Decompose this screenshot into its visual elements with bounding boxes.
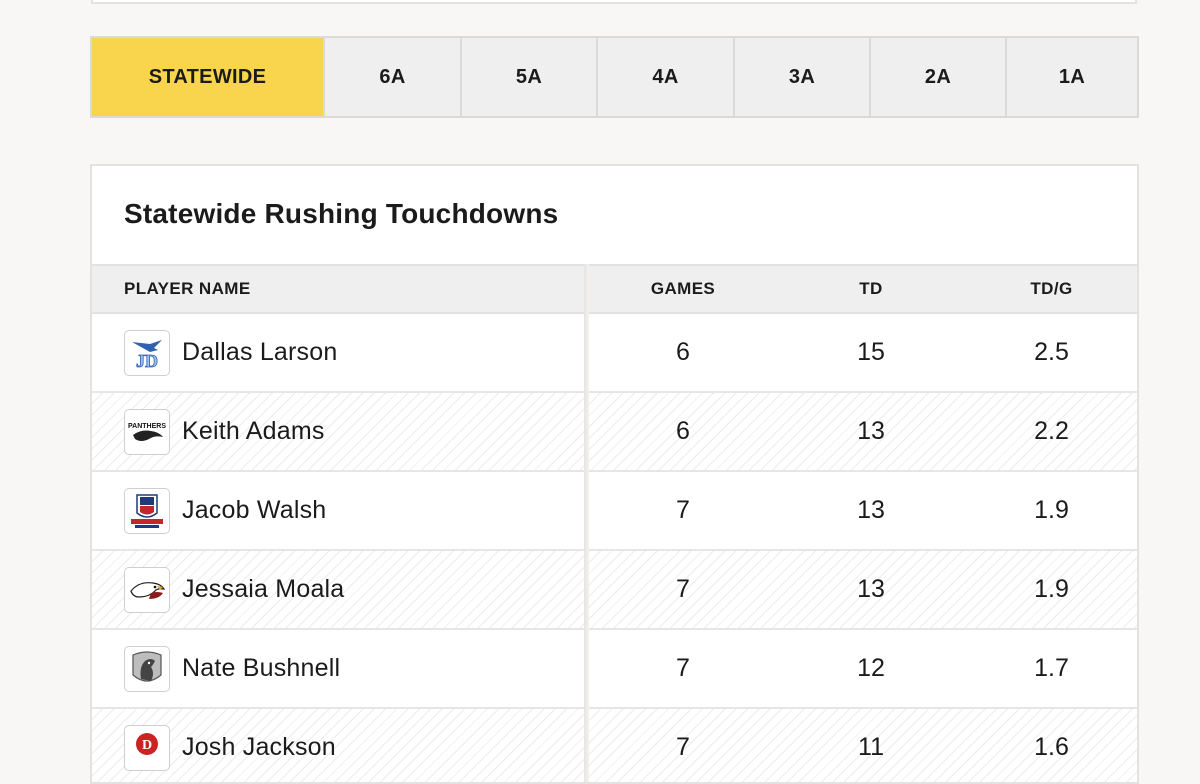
td-per-game-value: 1.7 — [1034, 654, 1069, 682]
table-row: Jacob Walsh 7 13 1.9 — [92, 472, 1137, 551]
games-value: 7 — [676, 575, 690, 603]
table-row: Jessaia Moala 7 13 1.9 — [92, 551, 1137, 630]
frozen-column-divider — [584, 264, 589, 782]
table-body: JD Dallas Larson 6 15 2.5 PANTHERS Keith… — [92, 314, 1137, 782]
td-value: 13 — [857, 417, 885, 445]
stats-table-card: Statewide Rushing Touchdowns PLAYER NAME… — [90, 164, 1139, 784]
player-name[interactable]: Josh Jackson — [182, 733, 336, 761]
tab-3a[interactable]: 3A — [735, 38, 871, 116]
games-value: 6 — [676, 338, 690, 366]
td-per-game-value: 2.2 — [1034, 417, 1069, 445]
column-header-games[interactable]: GAMES — [650, 279, 716, 298]
games-value: 7 — [676, 654, 690, 682]
table-row: JD Dallas Larson 6 15 2.5 — [92, 314, 1137, 393]
table-row: Nate Bushnell 7 12 1.7 — [92, 630, 1137, 709]
panthers-logo-icon: PANTHERS — [124, 409, 170, 455]
tab-4a[interactable]: 4A — [598, 38, 735, 116]
column-header-td-per-game[interactable]: TD/G — [1030, 279, 1073, 298]
games-value: 6 — [676, 417, 690, 445]
column-header-td[interactable]: TD — [859, 279, 883, 298]
td-per-game-value: 2.5 — [1034, 338, 1069, 366]
td-value: 13 — [857, 575, 885, 603]
providence-hall-patriots-logo-icon — [124, 488, 170, 534]
table-row: D Josh Jackson 7 11 1.6 — [92, 709, 1137, 782]
svg-text:D: D — [142, 738, 152, 753]
player-name[interactable]: Keith Adams — [182, 417, 325, 445]
svg-text:PANTHERS: PANTHERS — [128, 423, 166, 430]
player-name[interactable]: Dallas Larson — [182, 338, 338, 366]
td-value: 15 — [857, 338, 885, 366]
games-value: 7 — [676, 733, 690, 761]
td-per-game-value: 1.9 — [1034, 575, 1069, 603]
tab-2a[interactable]: 2A — [871, 38, 1007, 116]
tab-1a[interactable]: 1A — [1058, 65, 1086, 88]
player-name[interactable]: Jacob Walsh — [182, 496, 327, 524]
previous-card-edge — [91, 0, 1137, 4]
td-per-game-value: 1.6 — [1034, 733, 1069, 761]
classification-tabs: STATEWIDE 6A 5A 4A 3A 2A 1A — [90, 36, 1139, 118]
d-mascot-logo-icon: D — [124, 725, 170, 771]
eagle-logo-icon — [124, 567, 170, 613]
column-header-player[interactable]: PLAYER NAME — [124, 279, 251, 298]
table-header: PLAYER NAME GAMES TD TD/G — [92, 264, 1137, 314]
td-per-game-value: 1.9 — [1034, 496, 1069, 524]
mustang-logo-icon — [124, 646, 170, 692]
td-value: 11 — [858, 733, 884, 761]
jd-blue-bird-logo-icon: JD — [124, 330, 170, 376]
tab-6a[interactable]: 6A — [325, 38, 462, 116]
tab-statewide[interactable]: STATEWIDE — [92, 38, 325, 116]
player-name[interactable]: Nate Bushnell — [182, 654, 341, 682]
table-title: Statewide Rushing Touchdowns — [124, 198, 559, 229]
tab-5a[interactable]: 5A — [462, 38, 598, 116]
table-row: PANTHERS Keith Adams 6 13 2.2 — [92, 393, 1137, 472]
player-name[interactable]: Jessaia Moala — [182, 575, 345, 603]
svg-text:JD: JD — [136, 351, 158, 371]
games-value: 7 — [676, 496, 690, 524]
td-value: 12 — [857, 654, 885, 682]
td-value: 13 — [857, 496, 885, 524]
